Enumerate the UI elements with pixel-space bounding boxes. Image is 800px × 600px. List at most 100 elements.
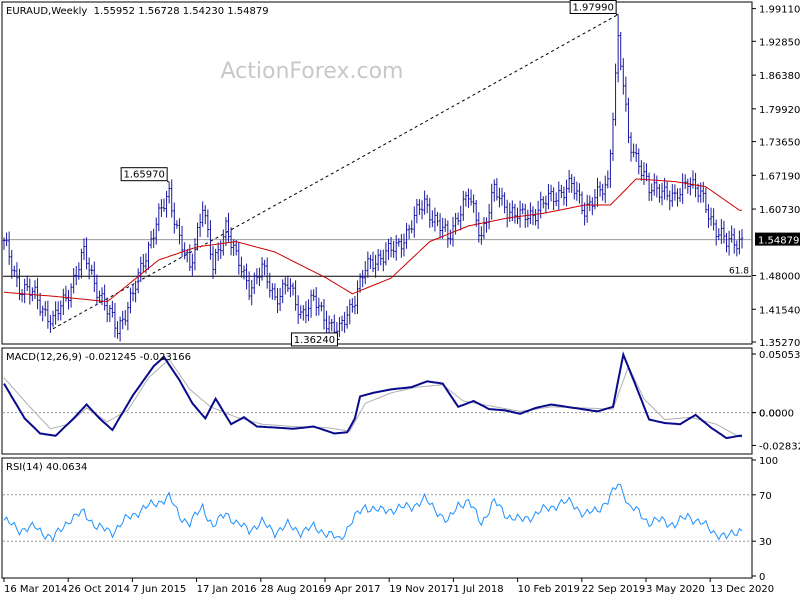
ohlc-bar	[647, 172, 651, 201]
ohlc-bar	[431, 210, 434, 228]
ohlc-bar	[580, 191, 584, 215]
ohlc-bar	[147, 241, 150, 270]
ohlc-bar	[704, 187, 708, 213]
ohlc-bar	[619, 32, 622, 71]
ohlc-bar	[722, 220, 726, 244]
ohlc-bar	[549, 184, 553, 202]
ohlc-bar	[438, 213, 442, 239]
ohlc-bar	[242, 265, 246, 280]
ohlc-bar	[41, 305, 44, 322]
ohlc-bar	[278, 287, 282, 311]
ohlc-bar	[296, 295, 300, 324]
ohlc-bar	[441, 217, 444, 239]
price-tick-label: 1.86380	[759, 71, 800, 82]
ohlc-bar	[371, 251, 375, 273]
ohlc-bar	[487, 203, 491, 230]
ohlc-bar	[418, 199, 421, 215]
ohlc-bar	[717, 228, 720, 241]
price-annotations: 1.65970 1.36240 1.97990	[120, 0, 619, 347]
ohlc-bar	[56, 301, 60, 321]
macd-lines	[3, 351, 742, 440]
ohlc-bar	[13, 265, 16, 276]
ohlc-bar	[469, 189, 473, 206]
ohlc-bar	[588, 195, 591, 212]
ohlc-bar	[557, 181, 560, 211]
ohlc-bar	[273, 283, 277, 301]
ohlc-bar	[121, 310, 124, 330]
ohlc-bar	[542, 196, 545, 209]
ohlc-bar	[75, 266, 78, 286]
ohlc-bar	[387, 238, 390, 260]
ohlc-bar	[330, 319, 333, 332]
ohlc-bar	[521, 203, 524, 215]
ohlc-bar	[175, 220, 179, 229]
ohlc-bar	[596, 177, 599, 207]
ohlc-bar	[18, 268, 21, 301]
ohlc-bar	[26, 275, 29, 291]
annotation-label: 1.65970	[123, 170, 164, 181]
annotation-label: 1.97990	[572, 2, 613, 13]
ohlc-bar	[302, 305, 305, 321]
ohlc-bar	[260, 257, 264, 281]
ohlc-bar	[402, 233, 406, 257]
ohlc-bar	[493, 179, 496, 202]
ohlc-bar	[671, 184, 674, 207]
ohlc-bar	[598, 181, 602, 197]
ohlc-bar	[389, 236, 393, 258]
ohlc-bar	[15, 262, 19, 288]
ohlc-bar	[627, 97, 630, 144]
ohlc-bar	[472, 194, 475, 213]
macd-tick-label: 0.0000	[759, 409, 794, 420]
ohlc-bar	[82, 238, 86, 261]
ohlc-bar	[696, 183, 700, 203]
ohlc-bar	[157, 203, 161, 232]
ohlc-bar	[358, 273, 362, 293]
ohlc-bar	[423, 190, 426, 215]
ohlc-bar	[444, 218, 447, 232]
ohlc-bar	[353, 295, 357, 315]
rsi-lines	[3, 483, 743, 543]
ohlc-bar	[44, 301, 47, 317]
x-tick-label: 9 Apr 2017	[325, 584, 380, 595]
ohlc-bar	[361, 269, 364, 288]
ohlc-bar	[714, 219, 718, 246]
ohlc-bar	[216, 242, 220, 261]
macd-main-line	[3, 351, 742, 440]
ohlc-bar	[227, 212, 230, 242]
ohlc-bar	[456, 212, 460, 226]
rsi-y-axis: 100 70 30 0	[3, 456, 778, 583]
ohlc-bar	[547, 183, 550, 210]
ma-line	[3, 178, 742, 303]
ohlc-bar	[624, 76, 628, 112]
ohlc-bar	[645, 163, 648, 182]
ohlc-bar	[531, 206, 535, 226]
ohlc-bar	[193, 238, 197, 271]
rsi-line	[3, 483, 743, 543]
ohlc-bar	[544, 195, 548, 214]
ohlc-bar	[555, 192, 558, 207]
ohlc-bar	[7, 231, 11, 265]
ohlc-bar	[622, 58, 625, 95]
ohlc-bar	[397, 238, 401, 247]
ohlc-bar	[62, 288, 65, 316]
ohlc-bar	[72, 268, 75, 294]
ohlc-bar	[585, 194, 589, 223]
ohlc-bar	[345, 306, 349, 329]
ohlc-bar	[2, 237, 6, 250]
ohlc-bar	[103, 284, 106, 311]
ohlc-bar	[637, 148, 640, 175]
ohlc-bar	[49, 315, 52, 333]
ohlc-bar	[235, 240, 238, 256]
ohlc-bar	[64, 285, 68, 302]
ohlc-bar	[552, 187, 555, 210]
ohlc-bar	[366, 251, 370, 278]
ohlc-bar	[204, 205, 207, 225]
ohlc-bar	[281, 279, 284, 304]
ohlc-bar	[686, 178, 690, 194]
ohlc-bar	[69, 283, 73, 308]
ohlc-bar	[90, 264, 93, 275]
ohlc-bar	[51, 310, 55, 328]
ohlc-bar	[173, 202, 176, 234]
ohlc-bar	[93, 261, 96, 292]
